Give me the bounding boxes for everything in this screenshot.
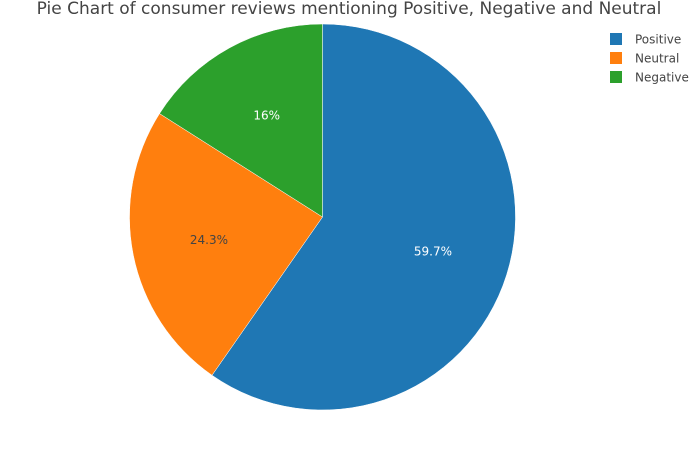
legend-item-positive[interactable]: Positive bbox=[610, 33, 681, 47]
pie-slice-negative[interactable] bbox=[159, 23, 323, 218]
slice-label-neutral: 24.3% bbox=[190, 233, 228, 247]
slice-label-negative: 16% bbox=[253, 109, 280, 123]
legend-label-negative: Negative bbox=[635, 71, 689, 85]
legend-item-negative[interactable]: Negative bbox=[610, 71, 689, 85]
pie-slices bbox=[129, 23, 516, 411]
pie-slice-positive[interactable] bbox=[211, 23, 516, 411]
legend-swatch-positive bbox=[610, 33, 622, 45]
chart-title: Pie Chart of consumer reviews mentioning… bbox=[37, 0, 662, 19]
legend-swatch-neutral bbox=[610, 52, 622, 64]
legend-label-positive: Positive bbox=[635, 33, 681, 47]
pie-slice-neutral[interactable] bbox=[129, 113, 323, 376]
slice-label-positive: 59.7% bbox=[414, 245, 452, 259]
legend-item-neutral[interactable]: Neutral bbox=[610, 52, 679, 66]
legend: Positive Neutral Negative bbox=[610, 33, 689, 85]
legend-label-neutral: Neutral bbox=[635, 52, 679, 66]
legend-swatch-negative bbox=[610, 71, 622, 83]
pie-slice-labels: 59.7% 24.3% 16% bbox=[190, 109, 452, 259]
